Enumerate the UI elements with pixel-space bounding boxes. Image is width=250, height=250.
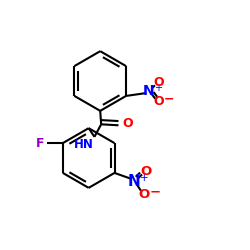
- Text: −: −: [164, 92, 175, 105]
- Text: +: +: [140, 173, 148, 183]
- Text: O: O: [141, 164, 152, 177]
- Text: O: O: [122, 117, 132, 130]
- Text: −: −: [150, 186, 161, 199]
- Text: O: O: [139, 188, 150, 200]
- Text: F: F: [36, 136, 44, 149]
- Text: O: O: [154, 95, 164, 108]
- Text: N: N: [142, 84, 154, 98]
- Text: N: N: [128, 174, 140, 189]
- Text: O: O: [154, 76, 164, 89]
- Text: HN: HN: [74, 138, 94, 151]
- Text: +: +: [154, 83, 162, 93]
